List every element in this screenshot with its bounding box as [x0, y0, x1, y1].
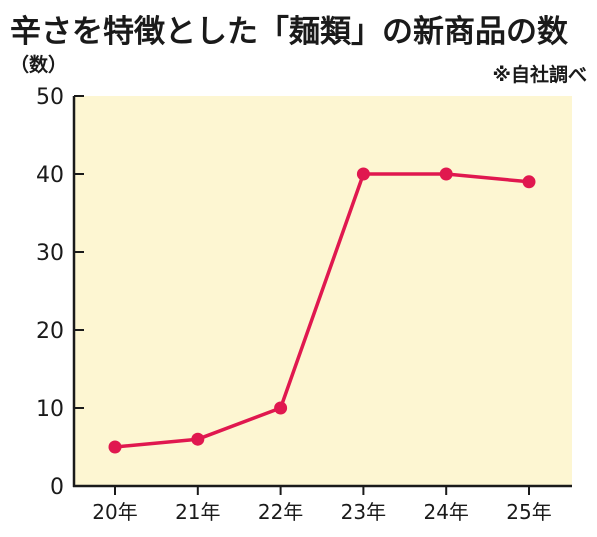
series-line: [114, 172, 530, 449]
x-tick-label: 20年: [92, 500, 137, 524]
x-tick-label: 22年: [258, 500, 303, 524]
y-unit-label: （数）: [10, 54, 68, 76]
data-point: [191, 432, 205, 446]
y-tick-label: 10: [36, 397, 64, 422]
source-note: ※自社調べ: [492, 64, 587, 86]
y-tick-label: 30: [36, 241, 64, 266]
x-tick-label: 21年: [175, 500, 220, 524]
y-tick-label: 0: [50, 475, 64, 500]
data-point: [439, 167, 453, 181]
chart-title: 辛さを特徴とした「麺類」の新商品の数: [10, 14, 568, 50]
data-point: [108, 440, 122, 454]
y-tick-label: 40: [36, 163, 64, 188]
x-tick-label: 25年: [506, 500, 551, 524]
x-tick-label: 23年: [341, 500, 386, 524]
data-point: [356, 167, 370, 181]
y-tick-label: 20: [36, 319, 64, 344]
y-tick-label: 50: [36, 85, 64, 110]
x-tick-label: 24年: [423, 500, 468, 524]
data-point: [274, 401, 288, 415]
data-point: [522, 175, 536, 189]
